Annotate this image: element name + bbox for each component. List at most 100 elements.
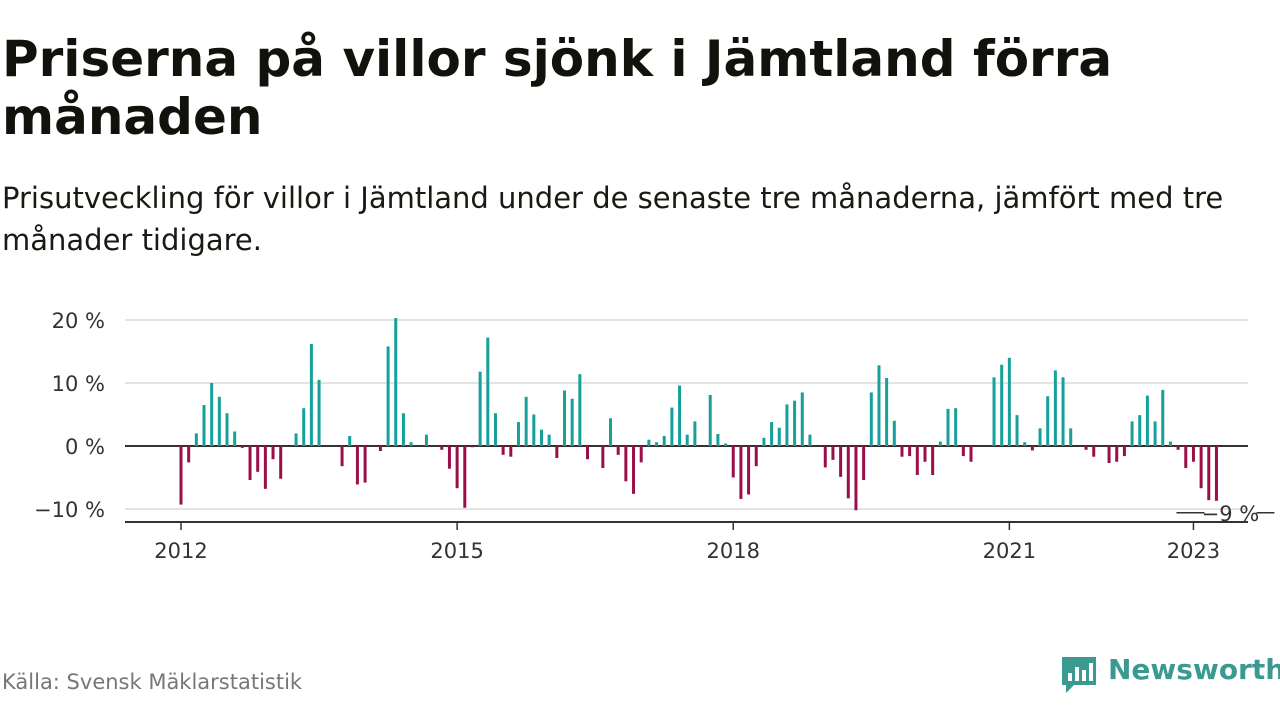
bar	[225, 413, 229, 446]
bar	[632, 446, 636, 494]
bar	[394, 318, 398, 446]
bar	[1015, 415, 1019, 446]
source-note: Källa: Svensk Mäklarstatistik	[2, 670, 303, 694]
bar	[808, 434, 812, 446]
bar	[1191, 446, 1195, 462]
bar	[409, 442, 413, 446]
bar	[831, 446, 835, 460]
bar	[279, 446, 283, 479]
bar	[501, 446, 505, 455]
bar	[1038, 428, 1042, 446]
bar	[1046, 396, 1050, 446]
bar	[378, 446, 382, 452]
bar	[823, 446, 827, 468]
bar	[747, 446, 751, 495]
bar	[969, 446, 973, 462]
bar	[1153, 421, 1157, 446]
bar	[440, 446, 444, 450]
bar	[1199, 446, 1203, 489]
bar	[616, 446, 620, 455]
bar	[1161, 389, 1165, 446]
bar	[386, 346, 390, 446]
bar	[777, 427, 781, 446]
bar	[493, 413, 497, 446]
bar	[463, 446, 467, 508]
bar	[563, 390, 566, 446]
newsworthy-logo-icon	[1062, 657, 1096, 693]
bar	[210, 383, 214, 446]
bar	[271, 446, 275, 460]
bar	[739, 446, 743, 499]
bar	[424, 434, 428, 446]
bar	[1130, 421, 1134, 446]
bar	[601, 446, 605, 469]
bar	[233, 431, 237, 446]
bar	[1092, 446, 1096, 457]
bar	[992, 377, 996, 446]
bar	[923, 446, 927, 462]
bar	[1053, 370, 1057, 446]
bar	[309, 343, 313, 446]
bar	[447, 446, 451, 469]
bar	[731, 446, 735, 478]
bar	[240, 446, 244, 448]
bar	[770, 422, 774, 446]
bar-chart: 20 % 10 % 0 % −10 % 2012 2015 2018 2021 2023 −9 %	[34, 309, 1275, 563]
bar	[724, 443, 728, 446]
x-tick-label: 2012	[154, 539, 207, 563]
bar	[869, 392, 873, 446]
bar	[946, 408, 950, 446]
bar	[509, 446, 513, 457]
bar	[961, 446, 965, 457]
bar	[839, 446, 843, 477]
bar	[294, 433, 298, 446]
bar	[708, 394, 712, 446]
bar	[187, 446, 191, 463]
bar	[524, 396, 528, 446]
bar	[900, 446, 904, 457]
bar	[348, 435, 352, 446]
y-tick-label: −10 %	[34, 498, 105, 522]
bar	[931, 446, 935, 475]
bar	[716, 434, 720, 446]
bar	[1084, 446, 1088, 450]
bar	[539, 429, 543, 446]
bar	[862, 446, 866, 481]
bar	[785, 404, 789, 446]
bar	[570, 398, 574, 446]
bar	[954, 408, 958, 446]
bar	[915, 446, 919, 475]
bar	[1069, 428, 1073, 446]
bar	[1000, 364, 1004, 446]
bar	[470, 446, 474, 448]
bar	[647, 439, 651, 446]
bar	[486, 337, 490, 446]
bar	[762, 437, 766, 446]
x-tick-label: 2023	[1167, 539, 1220, 563]
bar	[248, 446, 252, 481]
bar	[793, 400, 797, 446]
bar	[846, 446, 850, 499]
bar	[401, 413, 405, 446]
bar	[317, 379, 321, 446]
bar	[1007, 357, 1011, 446]
bar	[256, 446, 260, 472]
bar	[693, 421, 697, 446]
bar	[1061, 377, 1065, 446]
bar	[1184, 446, 1188, 469]
bar	[1115, 446, 1119, 462]
bar	[678, 385, 682, 446]
x-tick-label: 2021	[983, 539, 1036, 563]
bar	[1168, 441, 1172, 446]
bar	[302, 408, 306, 446]
bar	[194, 433, 198, 446]
bar	[340, 446, 344, 467]
bar	[217, 396, 221, 446]
bar	[1207, 446, 1211, 501]
bar	[263, 446, 267, 489]
bar	[885, 377, 889, 446]
bar	[516, 422, 520, 446]
y-tick-label: 20 %	[52, 309, 105, 333]
bar	[1122, 446, 1126, 457]
bar	[478, 371, 482, 446]
